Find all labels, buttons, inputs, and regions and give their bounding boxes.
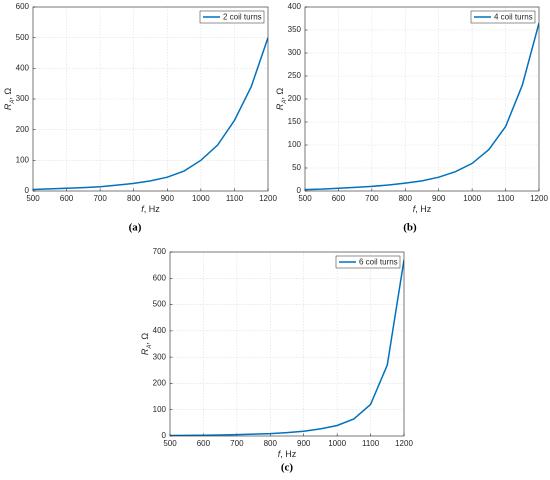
- legend-box: [335, 255, 401, 269]
- y-tick-label: 50: [292, 163, 301, 172]
- y-tick-label: 500: [153, 300, 167, 309]
- data-line: [170, 259, 404, 436]
- x-tick-label: 800: [127, 194, 141, 203]
- x-tick-label: 1200: [395, 439, 413, 448]
- y-tick-label: 250: [288, 71, 302, 80]
- legend-box: [470, 10, 536, 24]
- x-tick-label: 900: [297, 439, 311, 448]
- y-tick-label: 100: [153, 405, 167, 414]
- x-tick-label: 500: [26, 194, 40, 203]
- x-tick-label: 1100: [226, 194, 244, 203]
- plot-frame: [169, 251, 405, 437]
- y-tick-label: 0: [25, 186, 30, 195]
- x-tick-label: 1000: [192, 194, 210, 203]
- x-axis-label: f, Hz: [413, 204, 432, 214]
- data-line: [305, 22, 539, 191]
- y-label-sub: A: [10, 100, 16, 105]
- y-label-unit: , Ω: [140, 333, 150, 345]
- x-axis-label: f, Hz: [141, 204, 160, 214]
- y-tick-label: 300: [288, 48, 302, 57]
- data-line: [33, 37, 268, 191]
- legend-box: [199, 10, 265, 24]
- y-tick-label: 400: [288, 2, 302, 11]
- x-tick-label: 500: [298, 194, 312, 203]
- x-tick-label: 700: [365, 194, 379, 203]
- y-tick-label: 100: [16, 155, 30, 164]
- plot-frame: [32, 6, 269, 192]
- x-label-main: f: [413, 204, 417, 214]
- x-tick-label: 900: [161, 194, 175, 203]
- x-label-unit: , Hz: [415, 204, 432, 214]
- y-label-unit: , Ω: [3, 88, 13, 100]
- y-tick-label: 350: [288, 25, 302, 34]
- x-tick-label: 900: [432, 194, 446, 203]
- x-label-unit: , Hz: [280, 449, 297, 459]
- y-tick-label: 150: [288, 117, 302, 126]
- x-tick-label: 600: [60, 194, 74, 203]
- caption: (a): [129, 222, 142, 234]
- y-tick-label: 600: [153, 273, 167, 282]
- y-tick-label: 300: [153, 352, 167, 361]
- y-label-sub: A: [282, 100, 288, 105]
- y-tick-label: 300: [16, 94, 30, 103]
- y-tick-label: 600: [16, 2, 30, 11]
- plot-area: [170, 252, 404, 436]
- y-tick-label: 100: [288, 140, 302, 149]
- x-tick-label: 600: [332, 194, 346, 203]
- y-tick-label: 400: [153, 326, 167, 335]
- x-tick-label: 600: [197, 439, 211, 448]
- caption: (b): [403, 222, 417, 234]
- legend-label: 2 coil turns: [223, 13, 262, 22]
- y-axis-label: RA, Ω: [3, 88, 15, 111]
- x-tick-label: 800: [399, 194, 413, 203]
- y-label-sub: A: [147, 345, 153, 350]
- x-tick-label: 1200: [530, 194, 548, 203]
- x-tick-label: 700: [230, 439, 244, 448]
- y-axis-label: RA, Ω: [275, 88, 287, 111]
- y-tick-label: 200: [153, 379, 167, 388]
- x-tick-label: 1200: [259, 194, 277, 203]
- y-tick-label: 500: [16, 33, 30, 42]
- y-label-unit: , Ω: [275, 88, 285, 100]
- caption: (c): [281, 462, 294, 474]
- x-tick-label: 1100: [362, 439, 380, 448]
- x-tick-label: 700: [93, 194, 107, 203]
- plot-frame: [304, 6, 540, 192]
- x-tick-label: 500: [163, 439, 177, 448]
- y-tick-label: 400: [16, 63, 30, 72]
- y-tick-label: 0: [297, 186, 302, 195]
- x-label-main: f: [141, 204, 145, 214]
- y-tick-label: 0: [162, 431, 167, 440]
- legend-label: 4 coil turns: [494, 13, 533, 22]
- y-tick-label: 200: [288, 94, 302, 103]
- y-tick-label: 200: [16, 125, 30, 134]
- y-axis-label: RA, Ω: [140, 333, 152, 356]
- y-label-main: R: [3, 103, 13, 110]
- y-label-main: R: [140, 348, 150, 355]
- x-tick-label: 1100: [497, 194, 515, 203]
- y-label-main: R: [275, 103, 285, 110]
- x-label-unit: , Hz: [144, 204, 161, 214]
- x-tick-label: 800: [264, 439, 278, 448]
- x-tick-label: 1000: [328, 439, 346, 448]
- legend-label: 6 coil turns: [359, 258, 398, 267]
- x-axis-label: f, Hz: [278, 449, 297, 459]
- y-tick-label: 700: [153, 247, 167, 256]
- x-label-main: f: [278, 449, 282, 459]
- x-tick-label: 1000: [463, 194, 481, 203]
